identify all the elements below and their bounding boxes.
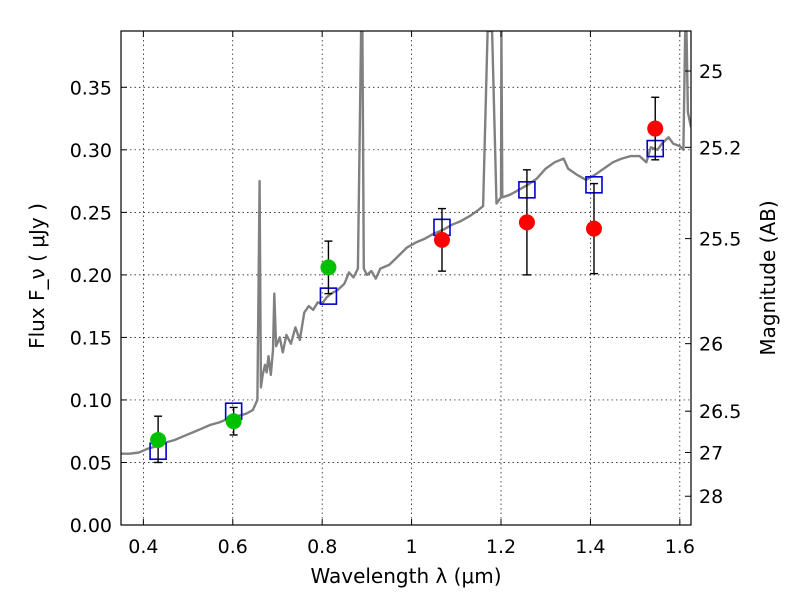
y-tick-label: 0.20 <box>70 265 112 287</box>
plot-area <box>121 31 691 464</box>
magnitude-tick-label: 26.5 <box>699 401 741 423</box>
x-tick-label: 0.4 <box>128 536 158 558</box>
magnitude-tick-label: 27 <box>699 442 723 464</box>
x-tick-label: 1.4 <box>575 536 605 558</box>
x-tick-label: 1.6 <box>665 536 695 558</box>
magnitude-tick-label: 25 <box>699 61 723 83</box>
y-tick-label: 0.10 <box>70 390 112 412</box>
magnitude-tick-label: 26 <box>699 334 723 356</box>
observed-point <box>150 431 167 448</box>
observed-point <box>647 120 664 137</box>
magnitude-tick-label: 25.5 <box>699 229 741 251</box>
y-tick-label: 0.35 <box>70 77 112 99</box>
plot-frame <box>120 30 692 526</box>
y-tick-label: 0.15 <box>70 327 112 349</box>
magnitude-tick-label: 25.2 <box>699 137 741 159</box>
x-tick-label: 0.8 <box>307 536 337 558</box>
y-tick-label: 0.25 <box>70 202 112 224</box>
x-axis-title: Wavelength λ (μm) <box>310 564 501 588</box>
y-tick-label: 0.00 <box>70 515 112 537</box>
model-sed-line <box>121 31 691 455</box>
x-tick-label: 0.6 <box>218 536 248 558</box>
observed-point <box>320 259 337 276</box>
magnitude-tick-label: 28 <box>699 486 723 508</box>
observed-point <box>433 231 450 248</box>
right-axis-title: Magnitude (AB) <box>756 200 780 355</box>
y-tick-label: 0.05 <box>70 452 112 474</box>
x-tick-label: 1.2 <box>486 536 516 558</box>
y-tick-label: 0.30 <box>70 140 112 162</box>
x-tick-label: 1 <box>406 536 418 558</box>
observed-point <box>225 413 242 430</box>
observed-point <box>518 214 535 231</box>
y-axis-title: Flux F_ν ( μJy ) <box>25 203 49 349</box>
observed-point <box>585 220 602 237</box>
grid-lines <box>121 31 691 525</box>
axes: 0.4 0.6 0.8 1 1.2 1.4 1.6 0.00 0.05 0.10 0.15 0.20 0… <box>70 31 741 558</box>
